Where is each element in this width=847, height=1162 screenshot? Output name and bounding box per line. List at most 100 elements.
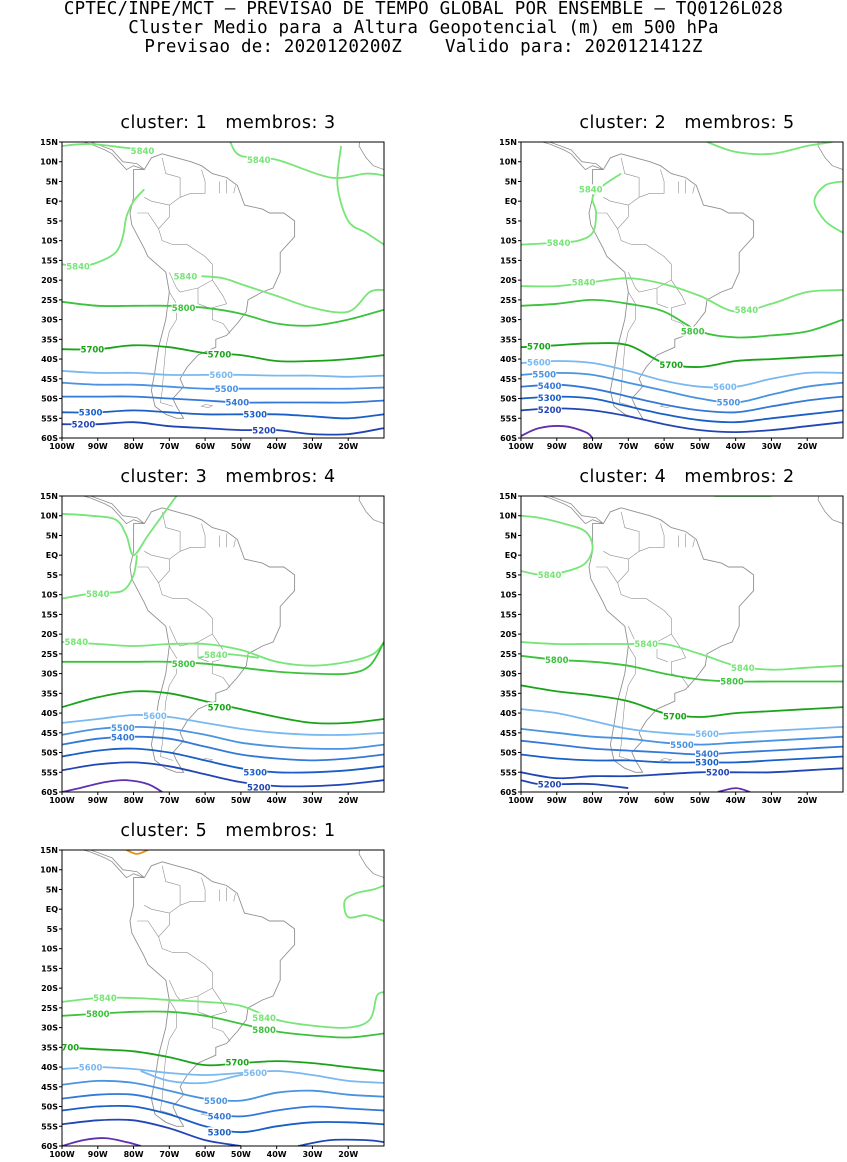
contour-label-5400: 5400 (538, 382, 562, 392)
lon-tick-label: 70W (618, 796, 638, 805)
contour-label-background (695, 757, 720, 768)
contour-label-5840: 5840 (247, 156, 271, 166)
country-border (161, 157, 181, 198)
contour-label-background (62, 1042, 80, 1053)
contour-label-5400: 5400 (208, 1113, 232, 1123)
contour-orange (126, 850, 149, 855)
contour-label-background (246, 154, 271, 165)
contour-label-5500: 5500 (204, 1097, 228, 1107)
country-border (603, 197, 629, 206)
lat-tick-label: EQ (46, 197, 58, 206)
lon-tick-label: 30W (302, 442, 322, 451)
contour-label-background (537, 569, 562, 580)
contour-label-background (670, 739, 694, 750)
lat-tick-label: 15N (40, 846, 58, 855)
contour-5840 (336, 145, 384, 246)
contour-5800 (62, 300, 384, 327)
country-border (596, 212, 618, 229)
country-border (692, 539, 695, 548)
lon-tick-label: 100W (49, 1150, 75, 1159)
contour-label-background (80, 344, 105, 355)
contour-label-background (662, 711, 687, 722)
lat-tick-label: 15N (499, 492, 517, 501)
contour-5300 (521, 753, 843, 764)
contour-label-5700: 5700 (659, 361, 683, 371)
country-border (596, 566, 618, 583)
lon-tick-label: 80W (124, 796, 144, 805)
contour-5840 (62, 641, 384, 667)
africa-coastline (358, 142, 384, 170)
map-frame (61, 141, 385, 439)
contour-5300 (62, 747, 384, 774)
contour-label-background (209, 369, 234, 380)
contour-5200 (521, 407, 843, 434)
contour-5300 (62, 409, 384, 420)
lat-tick-label: 60S (41, 788, 58, 797)
contour-label-background (537, 380, 562, 391)
lon-tick-label: 100W (49, 442, 75, 451)
contour-label-background (705, 767, 730, 778)
lat-tick-label: 45S (500, 375, 517, 384)
lat-tick-label: 10N (499, 512, 517, 521)
lat-tick-label: 50S (500, 749, 517, 758)
country-border (671, 279, 690, 334)
contour-5840 (343, 884, 384, 922)
contour-label-background (712, 381, 737, 392)
contour-label-5200: 5200 (706, 768, 730, 778)
country-border (628, 598, 672, 647)
contour-label-5840: 5840 (634, 640, 658, 650)
contour-label-5300: 5300 (695, 759, 719, 769)
lon-tick-label: 30W (761, 796, 781, 805)
contour-label-5400: 5400 (695, 750, 719, 760)
contour-label-background (110, 722, 135, 733)
coastline (129, 507, 296, 773)
contour-5840 (521, 514, 594, 576)
country-border (233, 185, 236, 194)
lon-tick-label: 20W (338, 442, 358, 451)
lat-tick-label: 50S (41, 749, 58, 758)
lon-tick-label: 80W (124, 442, 144, 451)
contour-label-background (634, 639, 659, 649)
country-border (212, 987, 231, 1042)
lon-tick-label: 90W (88, 442, 108, 451)
contour-label-background (734, 304, 759, 315)
contour-label-5500: 5500 (215, 385, 239, 395)
contour-5600 (62, 714, 384, 736)
main-title-line-3: Previsao de: 2020120200Z Valido para: 20… (144, 37, 703, 57)
lon-tick-label: 100W (508, 442, 534, 451)
contour-label-5700: 5700 (225, 1059, 249, 1069)
contour-label-5800: 5800 (252, 1026, 276, 1036)
contour-label-background (130, 145, 155, 156)
lon-tick-label: 90W (88, 1150, 108, 1159)
country-border (169, 244, 213, 293)
main-title-line-2: Cluster Medio para a Altura Geopotencial… (128, 18, 719, 38)
lat-tick-label: 55S (41, 1122, 58, 1131)
country-border (158, 169, 206, 245)
contour-label-5600: 5600 (695, 730, 719, 740)
country-border (233, 539, 236, 548)
contour-label-5600: 5600 (243, 1069, 267, 1079)
central-america-coastline (540, 142, 604, 171)
lat-tick-label: 10S (41, 945, 58, 954)
lat-tick-label: 20S (41, 276, 58, 285)
falkland-islands (659, 758, 673, 762)
lon-tick-label: 80W (583, 796, 603, 805)
lat-tick-label: 45S (41, 729, 58, 738)
lon-tick-label: 20W (797, 442, 817, 451)
contour-5500 (521, 371, 843, 404)
contour-label-background (207, 702, 232, 713)
lat-tick-label: 25S (500, 296, 517, 305)
contour-5700 (62, 1046, 384, 1072)
country-border (628, 244, 672, 293)
lat-tick-label: 20S (500, 276, 517, 285)
contour-label-5600: 5600 (143, 712, 167, 722)
falkland-islands (200, 404, 214, 408)
map-frame (520, 141, 844, 439)
contour-label-5600: 5600 (713, 383, 737, 393)
contour-5840 (521, 172, 622, 246)
lat-tick-label: 5N (505, 531, 517, 540)
lat-tick-label: 30S (500, 316, 517, 325)
contour-label-5840: 5840 (252, 1014, 276, 1024)
contour-label-background (143, 710, 168, 721)
contour-5400 (521, 739, 843, 756)
